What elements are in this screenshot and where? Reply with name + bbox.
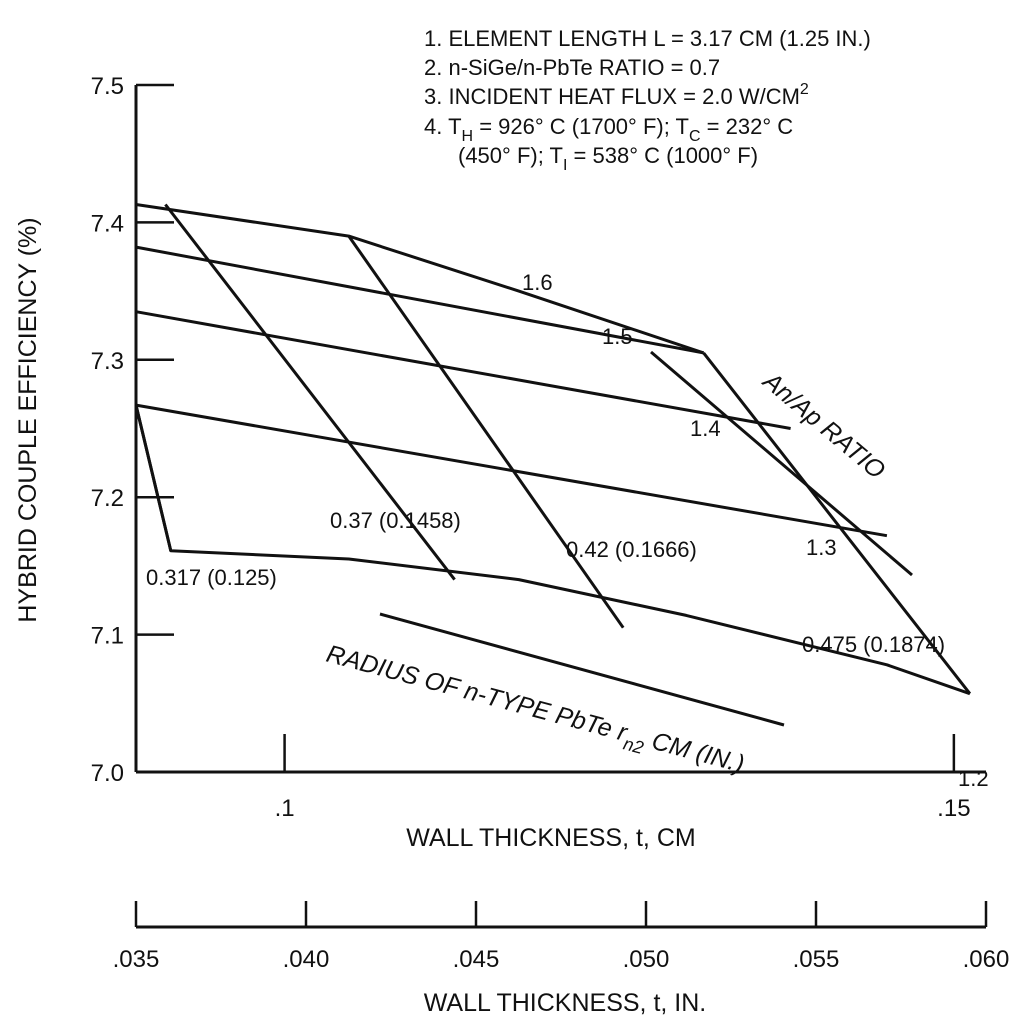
radius-label-0-37: 0.37 (0.1458): [330, 508, 461, 533]
ratio-label-1-5: 1.5: [602, 324, 633, 349]
x-tick-label-in: .060: [963, 946, 1010, 973]
radius-curve-0-475-0-1874: [702, 351, 972, 695]
note-5: (450° F); TI = 538° C (1000° F): [458, 143, 758, 174]
note-5-end: = 538° C (1000° F): [567, 143, 758, 168]
ratio-label-1-6: 1.6: [522, 270, 553, 295]
ratio-label-1-3: 1.3: [806, 535, 837, 560]
y-tick-label: 7.3: [91, 348, 124, 375]
note-5-text: (450° F); T: [458, 143, 563, 168]
x-ticks-cm: .1 .15: [275, 734, 971, 822]
x-tick-label-in: .040: [283, 946, 330, 973]
note-4-end: = 232° C: [701, 114, 794, 139]
radius-title-unit: CM (IN.): [642, 725, 747, 778]
note-2: 2. n-SiGe/n-PbTe RATIO = 0.7: [424, 55, 720, 80]
note-1: 1. ELEMENT LENGTH L = 3.17 CM (1.25 IN.): [424, 26, 871, 51]
radius-curves: [134, 203, 972, 695]
x-axis-title-in: WALL THICKNESS, t, IN.: [424, 989, 706, 1017]
note-4-h-sub: H: [462, 128, 474, 145]
radius-annotation-line: [379, 612, 785, 727]
x-tick-label-in: .050: [623, 946, 670, 973]
radius-label-0-42: 0.42 (0.1666): [566, 537, 697, 562]
radius-label-0-475: 0.475 (0.1874): [802, 632, 945, 657]
y-axis-title: HYBRID COUPLE EFFICIENCY (%): [14, 217, 42, 622]
radius-label-0-317: 0.317 (0.125): [146, 565, 277, 590]
x-ticks-in: .035 .040 .045 .050 .055 .060: [113, 901, 1010, 973]
y-tick-label: 7.5: [91, 73, 124, 100]
radius-title-text: RADIUS OF n-TYPE PbTe r: [323, 640, 631, 748]
ratio-labels: 1.6 1.5 1.4 1.3 1.2: [522, 270, 989, 791]
ratio-label-1-2: 1.2: [958, 766, 989, 791]
y-ticks: 7.0 7.1 7.2 7.3 7.4 7.5: [91, 73, 174, 787]
x-tick-label-in: .055: [793, 946, 840, 973]
x-tick-label-in: .045: [453, 946, 500, 973]
note-4-mid: = 926° C (1700° F); T: [473, 114, 689, 139]
ratio-curve-1-5: [135, 245, 704, 355]
note-3: 3. INCIDENT HEAT FLUX = 2.0 W/CM2: [424, 81, 809, 109]
note-5-i-sub: I: [563, 157, 567, 174]
conditions-notes: 1. ELEMENT LENGTH L = 3.17 CM (1.25 IN.)…: [424, 26, 871, 174]
x-tick-label-in: .035: [113, 946, 160, 973]
y-tick-label: 7.1: [91, 623, 124, 650]
y-tick-label: 7.0: [91, 760, 124, 787]
note-4-t: 4. T: [424, 114, 462, 139]
radius-labels: 0.317 (0.125) 0.37 (0.1458) 0.42 (0.1666…: [146, 508, 945, 657]
y-tick-label: 7.4: [91, 210, 124, 237]
x-axis-title-cm: WALL THICKNESS, t, CM: [406, 824, 695, 852]
x-tick-label-cm: .15: [937, 795, 970, 822]
ratio-label-1-4: 1.4: [690, 416, 721, 441]
radius-title: RADIUS OF n-TYPE PbTe rn2 CM (IN.): [322, 640, 747, 784]
ratio-curve-1-6: [135, 203, 705, 355]
radius-title-sub: n2: [621, 733, 646, 758]
radius-curve-0-317-0-125: [134, 404, 173, 552]
ratio-curve-1-4: [135, 310, 791, 430]
note-3-superscript: 2: [800, 81, 809, 98]
note-4: 4. TH = 926° C (1700° F); TC = 232° C: [424, 114, 793, 145]
radius-curve-0-42-0-1666: [347, 235, 625, 629]
ratio-annotation-line: [650, 350, 913, 577]
y-tick-label: 7.2: [91, 485, 124, 512]
note-4-c-sub: C: [689, 128, 701, 145]
x-tick-label-cm: .1: [275, 795, 295, 822]
radius-curve-0-37-0-1458: [164, 203, 456, 581]
note-3-text: 3. INCIDENT HEAT FLUX = 2.0 W/CM: [424, 84, 800, 109]
